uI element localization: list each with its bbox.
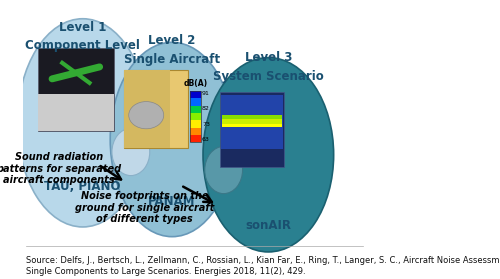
- Text: Level 3: Level 3: [244, 51, 292, 64]
- FancyBboxPatch shape: [124, 70, 170, 148]
- FancyBboxPatch shape: [222, 119, 282, 124]
- Text: Level 1: Level 1: [59, 21, 106, 33]
- FancyBboxPatch shape: [190, 128, 200, 135]
- Text: 82: 82: [202, 106, 210, 111]
- FancyBboxPatch shape: [221, 95, 283, 148]
- Text: Noise footprints on the
ground for single aircraft
of different types: Noise footprints on the ground for singl…: [75, 191, 214, 224]
- FancyBboxPatch shape: [220, 92, 284, 167]
- Ellipse shape: [112, 128, 150, 175]
- Ellipse shape: [110, 42, 234, 237]
- FancyBboxPatch shape: [38, 94, 114, 131]
- FancyBboxPatch shape: [124, 70, 188, 148]
- FancyBboxPatch shape: [190, 91, 200, 98]
- Text: dB(A): dB(A): [184, 79, 208, 88]
- Text: Component Level: Component Level: [26, 39, 140, 52]
- FancyBboxPatch shape: [190, 135, 200, 142]
- Ellipse shape: [128, 102, 164, 129]
- FancyBboxPatch shape: [222, 115, 282, 121]
- Text: Sound radiation
patterns for separated
aircraft components: Sound radiation patterns for separated a…: [0, 152, 121, 185]
- Text: Single Aircraft: Single Aircraft: [124, 53, 220, 66]
- Text: 63: 63: [202, 137, 210, 142]
- Text: PANAM: PANAM: [148, 196, 196, 208]
- Text: 91: 91: [202, 91, 210, 96]
- Ellipse shape: [203, 57, 334, 252]
- Text: TAU, PIANO: TAU, PIANO: [44, 180, 121, 193]
- Ellipse shape: [204, 146, 242, 194]
- Text: System Scenario: System Scenario: [213, 70, 324, 83]
- FancyBboxPatch shape: [190, 113, 200, 120]
- FancyBboxPatch shape: [190, 98, 200, 105]
- FancyBboxPatch shape: [38, 48, 114, 131]
- FancyBboxPatch shape: [190, 105, 200, 113]
- Ellipse shape: [18, 19, 148, 227]
- Text: sonAIR: sonAIR: [246, 219, 292, 232]
- Text: Level 2: Level 2: [148, 34, 196, 47]
- Text: Source: Delfs, J., Bertsch, L., Zellmann, C., Rossian, L., Kian Far, E., Ring, T: Source: Delfs, J., Bertsch, L., Zellmann…: [26, 256, 500, 276]
- Text: 73: 73: [202, 122, 210, 127]
- FancyBboxPatch shape: [190, 120, 200, 128]
- FancyBboxPatch shape: [222, 124, 282, 127]
